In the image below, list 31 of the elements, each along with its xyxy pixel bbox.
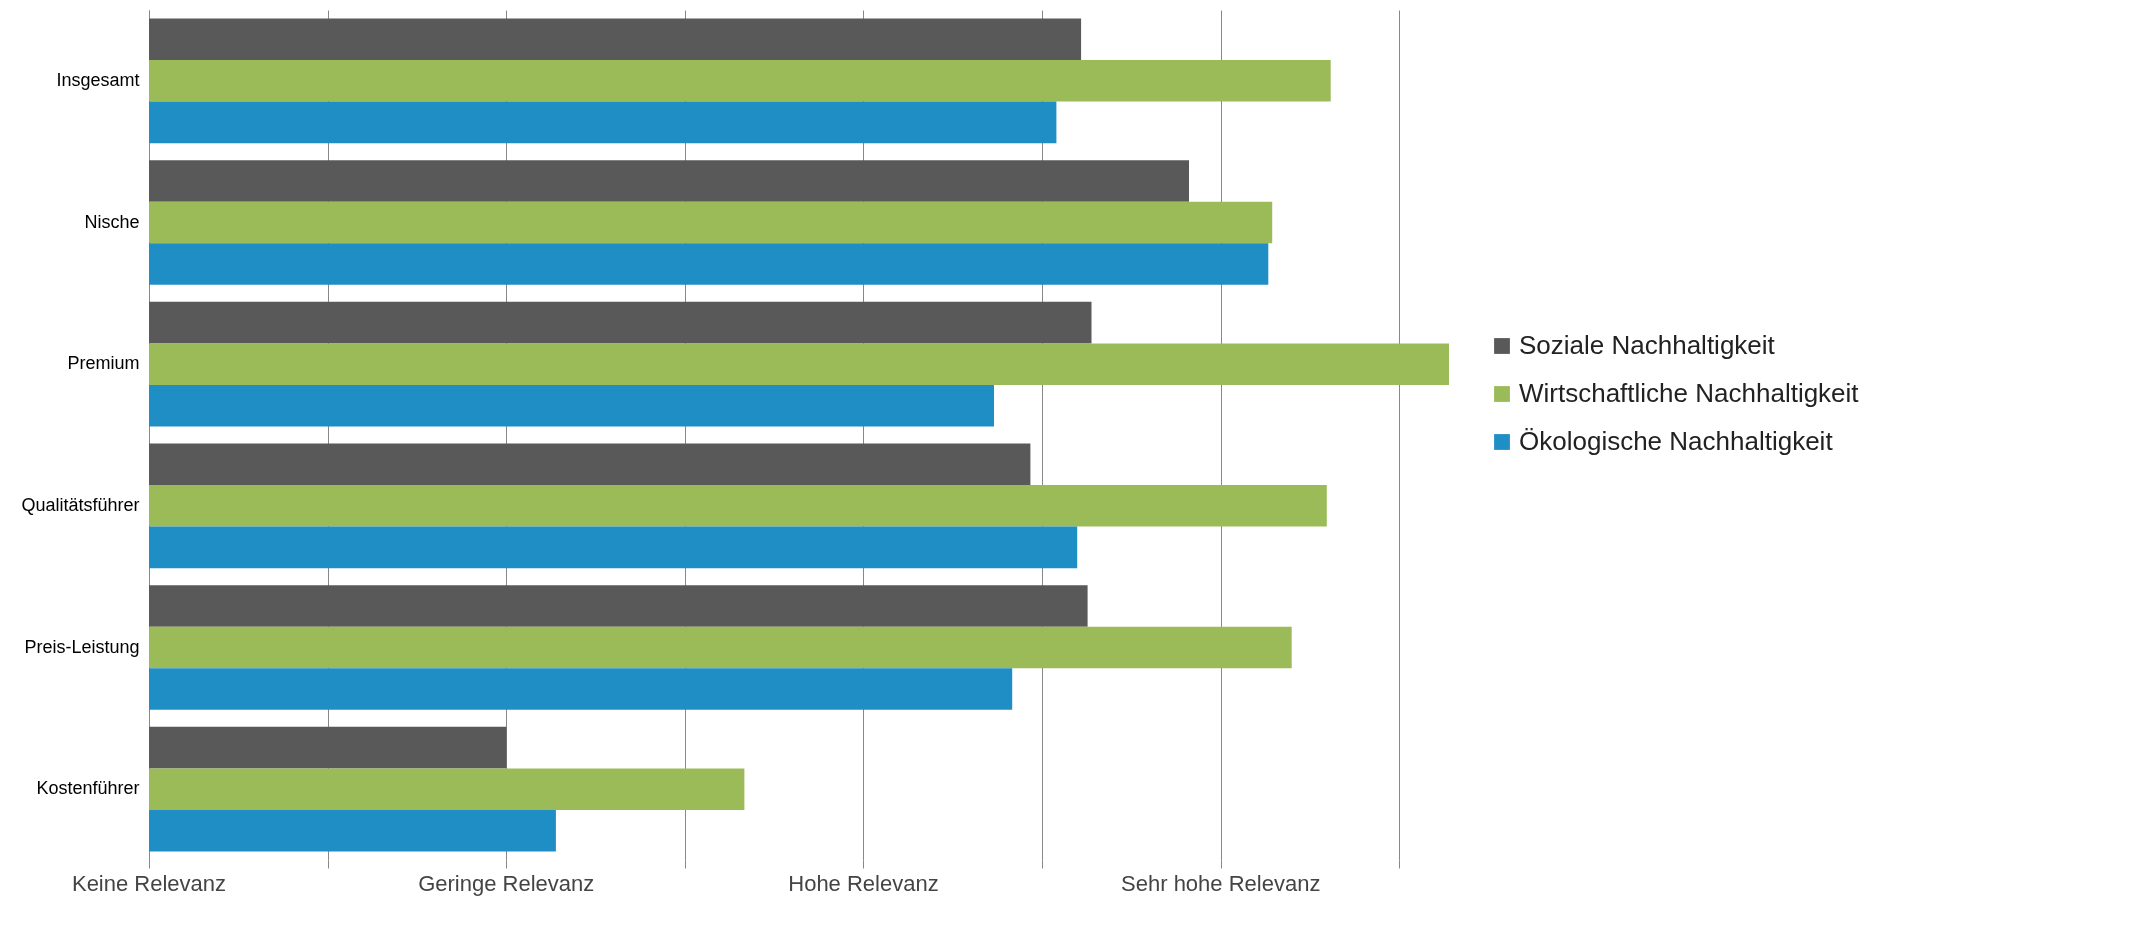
y-tick-label: Insgesamt <box>56 69 140 90</box>
bar <box>149 485 1327 527</box>
bar <box>149 243 1269 285</box>
text: Keine Relevanz <box>71 871 227 896</box>
y-tick-label: Nische <box>84 211 140 232</box>
bar <box>149 809 556 852</box>
bar <box>149 443 1031 486</box>
legend-label: Wirtschaftliche Nachhaltigkeit <box>1519 378 1860 408</box>
bar <box>149 101 1057 144</box>
bar <box>149 626 1292 669</box>
bar <box>149 726 507 769</box>
y-tick-label: Kostenführer <box>36 778 140 799</box>
bar <box>149 301 1092 344</box>
y-tick-label: Preis-Leistung <box>24 636 140 657</box>
text: Sehr hohe Relevanz <box>1121 871 1321 896</box>
bar <box>149 160 1189 202</box>
bar <box>149 668 1013 710</box>
bar <box>149 768 745 810</box>
bar <box>149 343 1449 385</box>
bar <box>149 60 1331 102</box>
y-tick-label: Qualitätsführer <box>21 494 140 515</box>
bar <box>149 201 1273 244</box>
y-tick-label: Premium <box>67 353 140 374</box>
legend-label: Soziale Nachhaltigkeit <box>1519 330 1776 360</box>
bar <box>149 384 994 427</box>
bar <box>149 18 1082 61</box>
bar <box>149 526 1078 569</box>
bar <box>149 585 1088 627</box>
text: Hohe Relevanz <box>788 871 939 896</box>
legend-label: Ökologische Nachhaltigkeit <box>1519 426 1834 456</box>
text: Geringe Relevanz <box>418 871 595 896</box>
